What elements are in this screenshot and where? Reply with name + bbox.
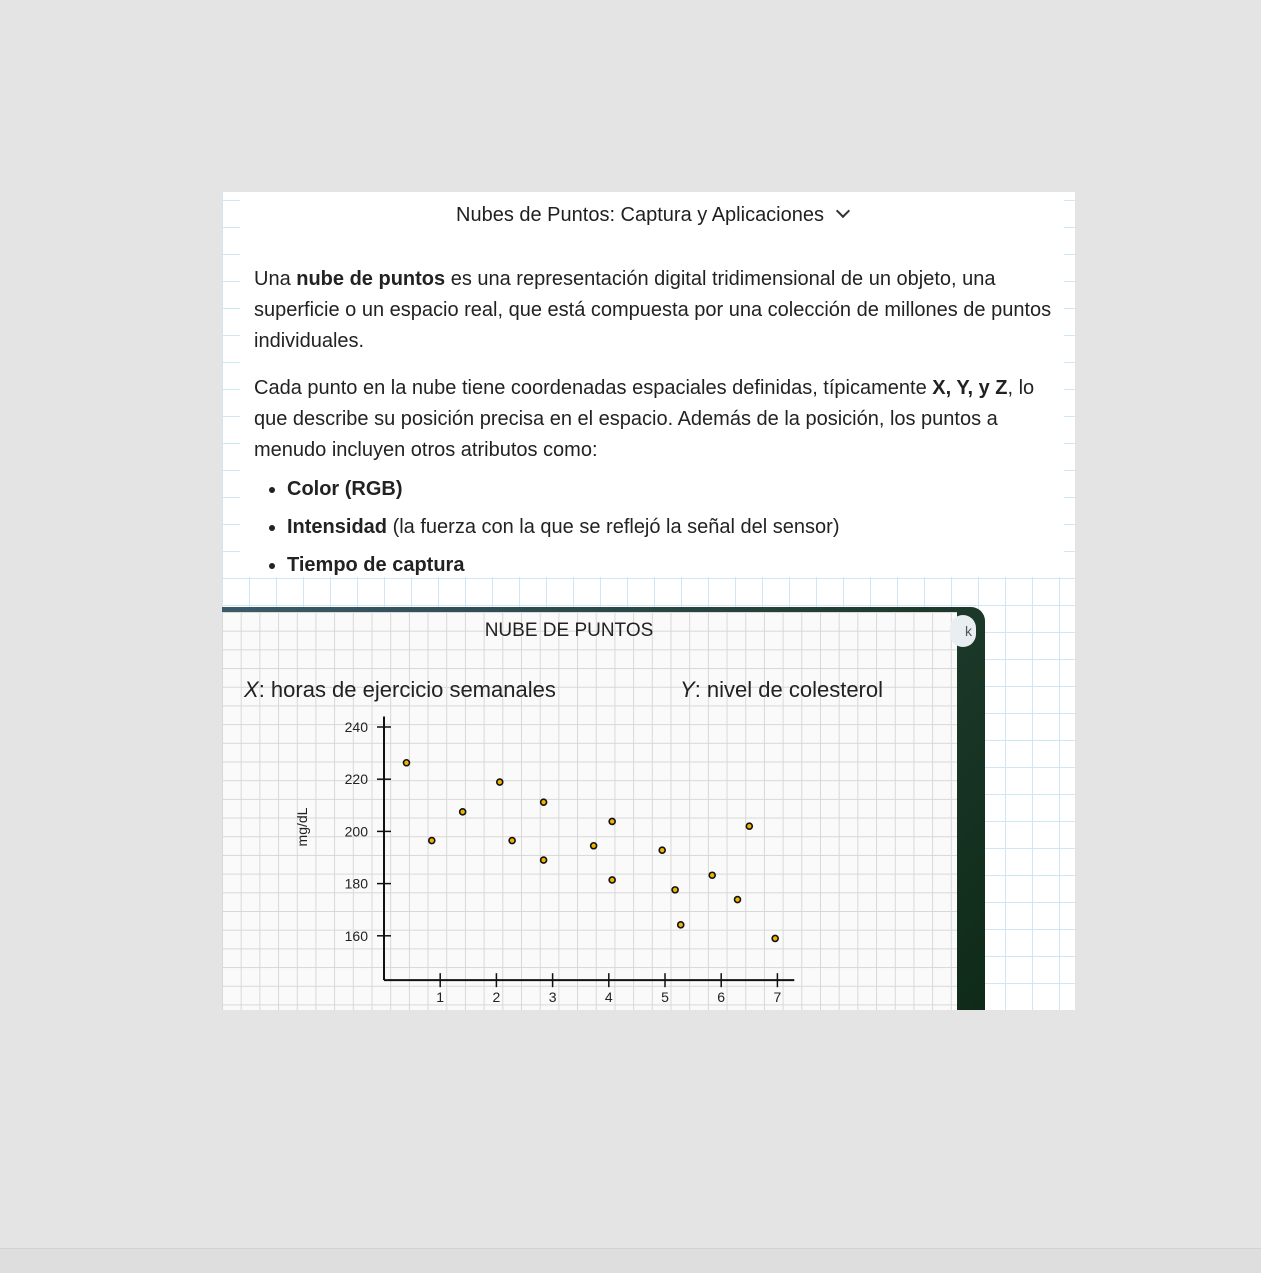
paragraph-2: Cada punto en la nube tiene coordenadas … [254, 377, 1035, 461]
data-point [658, 846, 666, 854]
x-tick-label: 2 [493, 989, 501, 1005]
data-point [708, 871, 717, 880]
chart-image: k NUBE DE PUNTOS X: horas de ejercicio se… [222, 607, 985, 1010]
data-point [589, 841, 598, 850]
y-tick-label: 180 [345, 876, 369, 892]
x-tick-label: 4 [605, 989, 613, 1005]
x-tick-label: 1 [436, 989, 444, 1005]
scatter-chart: NUBE DE PUNTOS X: horas de ejercicio sema… [243, 620, 883, 1005]
answer-card [240, 192, 1064, 577]
data-point [745, 822, 754, 830]
y-axis-label: mg/dL [294, 807, 310, 846]
data-point [427, 836, 436, 845]
x-tick-label: 5 [661, 989, 669, 1005]
chart-grid-background [222, 612, 957, 1010]
conversation-title[interactable]: Nubes de Puntos: Captura y Aplicaciones [240, 203, 1064, 227]
data-point [608, 817, 616, 826]
data-point [402, 758, 411, 767]
y-tick-label: 220 [345, 771, 369, 787]
y-tick-label: 160 [345, 928, 369, 944]
data-point [539, 798, 548, 806]
bold-term: X, Y, y Z [932, 377, 1008, 399]
list-item: Intensidad (la fuerza con la que se refl… [287, 512, 1054, 543]
data-point [676, 921, 685, 929]
overlay-button[interactable]: k [950, 615, 976, 647]
data-point [733, 895, 742, 904]
chevron-down-icon[interactable] [835, 203, 851, 219]
x-tick-label: 6 [717, 989, 725, 1005]
data-point [671, 886, 679, 894]
attribute-list: Color (RGB) Intensidad (la fuerza con la… [254, 474, 1054, 581]
list-item: Tiempo de captura [287, 550, 1054, 581]
x-variable-label: X: horas de ejercicio semanales [243, 677, 556, 702]
y-variable-label: Y: nivel de colesterol [680, 677, 883, 702]
x-tick-label: 7 [774, 989, 782, 1005]
y-tick-label: 240 [345, 719, 369, 735]
bottom-bar [0, 1248, 1261, 1273]
y-tick-label: 200 [345, 823, 369, 839]
data-point [608, 876, 616, 884]
data-point [495, 778, 504, 786]
paragraph-1: Una nube de puntos es una representación… [254, 268, 1052, 352]
title-text: Nubes de Puntos: Captura y Aplicaciones [456, 204, 824, 226]
data-point [539, 856, 548, 864]
data-point [771, 934, 779, 943]
list-item: Color (RGB) [287, 474, 1054, 505]
x-tick-label: 3 [549, 989, 557, 1005]
data-point [458, 808, 467, 816]
bold-term: nube de puntos [296, 268, 446, 290]
response-body: Una nube de puntos es una representación… [254, 264, 1054, 588]
data-point [508, 836, 516, 845]
chart-title: NUBE DE PUNTOS [485, 620, 654, 641]
